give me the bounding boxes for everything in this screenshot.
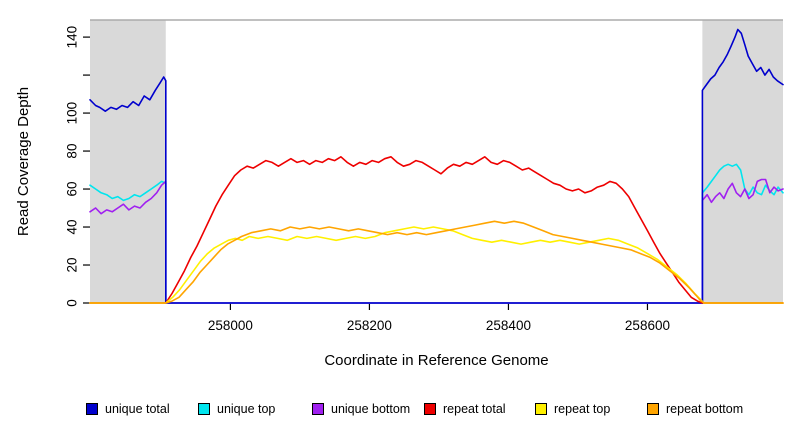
x-tick-label-3: 258600 xyxy=(625,318,670,333)
series-line-unique-bottom xyxy=(89,178,784,304)
y-tick-label-3: 60 xyxy=(65,182,80,197)
legend-label: repeat bottom xyxy=(666,402,744,416)
unique-region-shade-0 xyxy=(90,20,166,303)
y-tick-label-1: 20 xyxy=(65,257,80,272)
legend-swatch-icon xyxy=(312,403,324,415)
legend-item-repeat-bottom: repeat bottom xyxy=(647,399,743,419)
y-tick-label-5: 100 xyxy=(65,102,80,125)
legend-item-repeat-top: repeat top xyxy=(535,399,610,419)
legend-label: repeat top xyxy=(554,402,611,416)
x-tick-label-0: 258000 xyxy=(208,318,253,333)
series-line-repeat-top xyxy=(89,226,784,304)
legend-item-unique-bottom: unique bottom xyxy=(312,399,410,419)
legend-item-unique-top: unique top xyxy=(198,399,275,419)
legend-swatch-icon xyxy=(424,403,436,415)
legend-item-repeat-total: repeat total xyxy=(424,399,506,419)
series-line-unique-top xyxy=(89,163,784,304)
x-tick-label-2: 258400 xyxy=(486,318,531,333)
legend-label: repeat total xyxy=(443,402,506,416)
legend-label: unique top xyxy=(217,402,276,416)
legend-swatch-icon xyxy=(198,403,210,415)
x-axis-title: Coordinate in Reference Genome xyxy=(324,352,548,369)
legend-swatch-icon xyxy=(86,403,98,415)
series-line-repeat-total xyxy=(89,156,784,304)
legend-item-unique-total: unique total xyxy=(86,399,170,419)
series-line-repeat-bottom xyxy=(89,220,784,304)
legend-swatch-icon xyxy=(647,403,659,415)
y-tick-label-0: 0 xyxy=(65,299,80,307)
x-tick-label-1: 258200 xyxy=(347,318,392,333)
plot-canvas: 258000 258200 258400 258600 0 20 40 60 80 100 140 C… xyxy=(15,19,784,369)
legend-swatch-icon xyxy=(535,403,547,415)
legend-label: unique total xyxy=(105,402,170,416)
unique-region-shade-1 xyxy=(702,20,783,303)
y-tick-label-2: 40 xyxy=(65,220,80,235)
y-tick-label-7: 140 xyxy=(65,26,80,49)
legend-label: unique bottom xyxy=(331,402,411,416)
series-line-unique-total xyxy=(89,28,784,304)
y-axis-title: Read Coverage Depth xyxy=(15,87,32,236)
y-tick-label-4: 80 xyxy=(65,144,80,159)
legend: unique total unique top unique bottom repea… xyxy=(0,399,792,419)
